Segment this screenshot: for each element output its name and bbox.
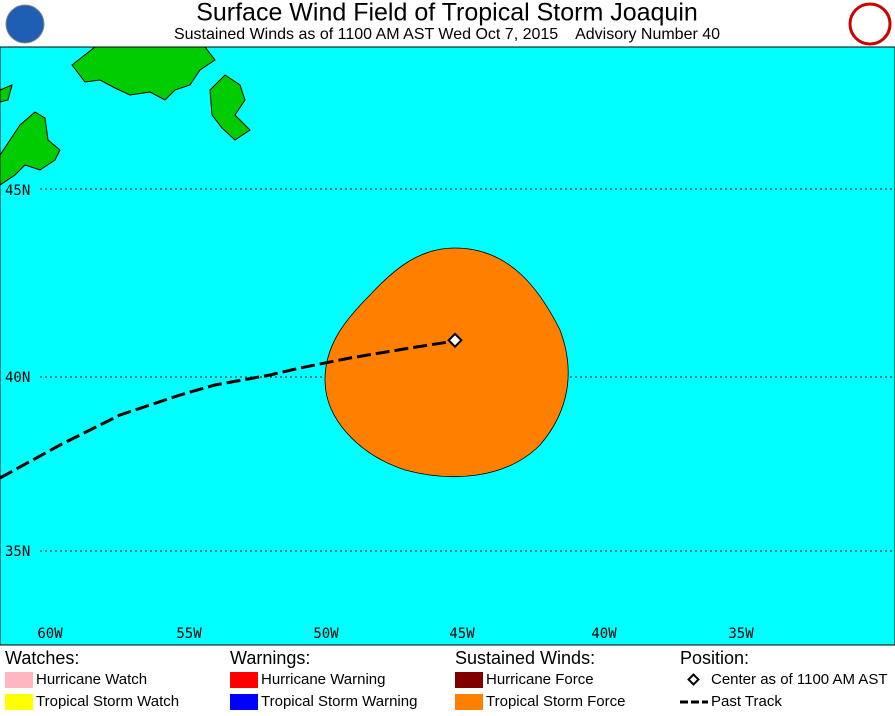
noaa-logo [5,4,45,44]
subtitle: Sustained Winds as of 1100 AM AST Wed Oc… [174,26,720,43]
lon-label: 50W [313,626,339,642]
legend-swatch [5,672,33,688]
legend: Watches: Hurricane Watch Tropical Storm Wa… [5,648,887,710]
lat-label: 35N [5,544,30,560]
legend-item: Hurricane Watch [36,671,147,688]
legend-swatch [5,694,33,710]
tropical-storm-wind-field [324,247,569,477]
legend-item: Tropical Storm Watch [36,693,179,710]
lon-label: 55W [176,626,202,642]
legend-diamond [687,673,700,686]
lon-labels: 60W 55W 50W 45W 40W 35W [37,626,754,642]
land [0,46,251,186]
legend-swatch [455,672,483,688]
legend-heading: Position: [680,648,749,668]
legend-swatch [230,672,258,688]
legend-item: Center as of 1100 AM AST [711,671,887,688]
legend-item: Tropical Storm Warning [261,693,417,710]
legend-heading: Sustained Winds: [455,648,595,668]
legend-item: Tropical Storm Force [486,693,625,710]
legend-heading: Warnings: [230,648,310,668]
past-track [0,339,456,480]
legend-swatch [230,694,258,710]
lon-label: 45W [449,626,475,642]
legend-swatch [455,694,483,710]
nws-logo [848,2,892,46]
legend-item: Hurricane Warning [261,671,386,688]
legend-item: Past Track [711,693,782,710]
title: Surface Wind Field of Tropical Storm Joa… [196,0,698,27]
legend-heading: Watches: [5,648,79,668]
lon-label: 40W [591,626,617,642]
lon-label: 60W [37,626,63,642]
storm-center [447,332,463,349]
legend-item: Hurricane Force [486,671,594,688]
lon-label: 35W [728,626,754,642]
lat-label: 45N [5,183,30,199]
lat-label: 40N [5,370,30,386]
